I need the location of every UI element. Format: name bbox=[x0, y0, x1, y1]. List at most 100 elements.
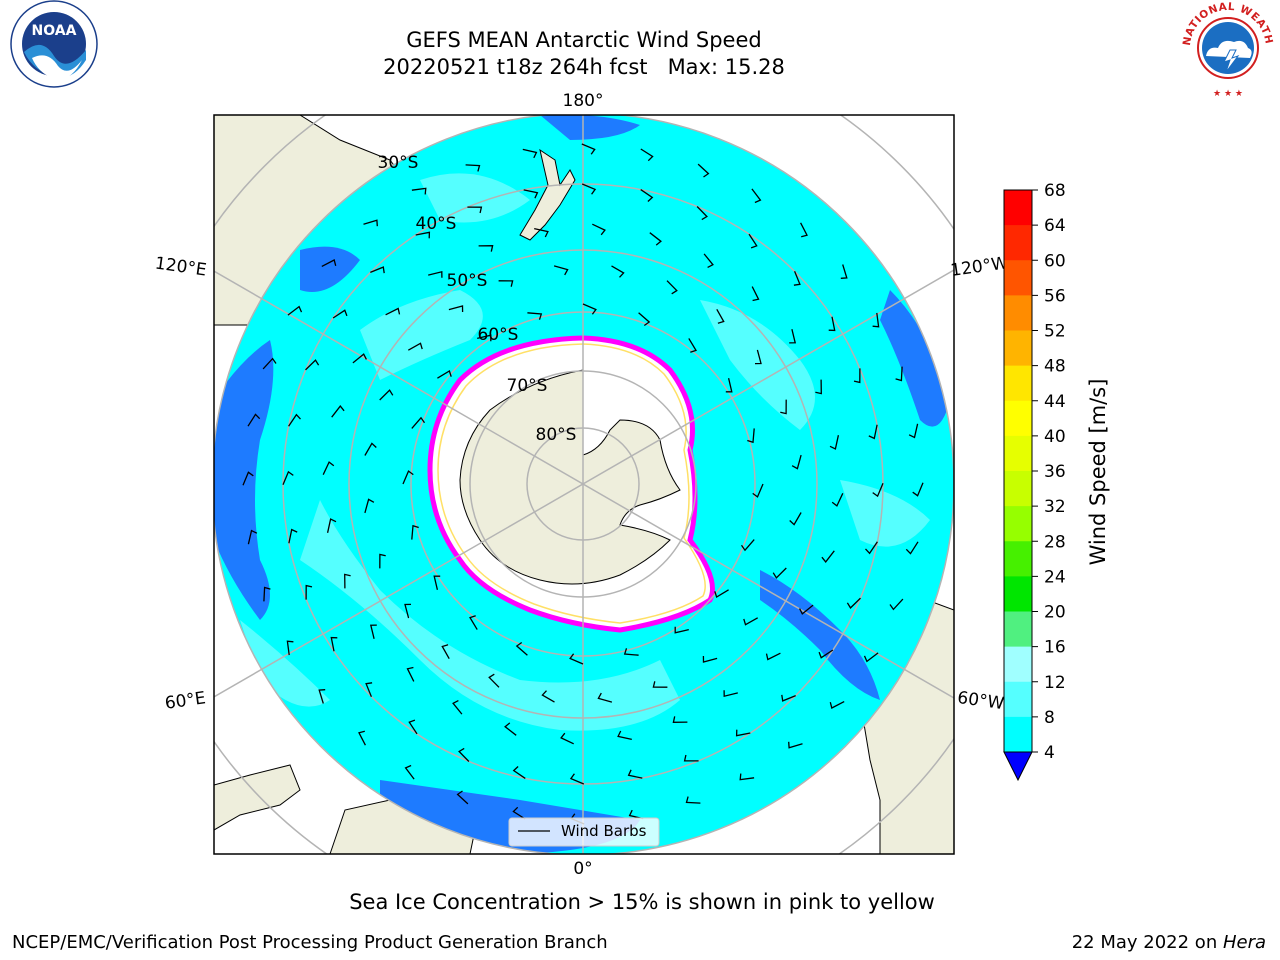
wind-barb bbox=[638, 312, 651, 327]
wind-barb bbox=[553, 265, 569, 276]
wind-barb bbox=[872, 312, 880, 328]
wind-barb bbox=[411, 416, 426, 429]
wind-barb bbox=[404, 764, 415, 780]
colorbar-segment bbox=[1004, 400, 1032, 437]
wind-barb bbox=[674, 626, 689, 634]
wind-barb bbox=[592, 223, 606, 236]
wind-barb bbox=[751, 286, 760, 302]
wind-barb bbox=[402, 470, 414, 485]
wind-barb bbox=[868, 424, 878, 440]
wind-barb bbox=[498, 280, 514, 287]
wind-barb bbox=[478, 245, 494, 252]
colorbar-segment bbox=[1004, 435, 1032, 472]
wind-barb bbox=[364, 442, 377, 456]
wind-barb bbox=[772, 567, 787, 579]
wind-barb bbox=[332, 309, 348, 319]
colorbar-segment bbox=[1004, 365, 1032, 402]
wind-barb bbox=[522, 148, 538, 159]
wind-barb bbox=[247, 529, 258, 545]
wind-barb bbox=[287, 305, 303, 316]
wind-barb bbox=[404, 603, 412, 619]
wind-barb bbox=[791, 454, 802, 470]
colorbar-label: Wind Speed [m/s] bbox=[1086, 379, 1110, 566]
svg-text:★ ★ ★: ★ ★ ★ bbox=[1213, 89, 1243, 99]
wind-barb bbox=[411, 187, 427, 195]
wind-barb bbox=[288, 528, 298, 544]
colorbar-tick-label: 68 bbox=[1044, 181, 1066, 201]
footer-date-text: 22 May 2022 on bbox=[1071, 932, 1223, 953]
wind-barb bbox=[829, 701, 845, 709]
legend-label: Wind Barbs bbox=[561, 822, 647, 840]
sea-ice-note: Sea Ice Concentration > 15% is shown in … bbox=[349, 890, 935, 914]
wind-barb bbox=[385, 307, 401, 316]
wind-barb bbox=[800, 222, 808, 238]
wind-barb bbox=[469, 615, 478, 630]
colorbar-tick-label: 36 bbox=[1044, 462, 1066, 482]
wind-barb bbox=[748, 233, 758, 249]
wind-barb bbox=[358, 730, 366, 746]
wind-barb bbox=[369, 624, 377, 639]
wind-barb bbox=[908, 423, 919, 439]
wind-barb bbox=[452, 700, 463, 715]
wind-barb bbox=[581, 143, 596, 155]
wind-barb bbox=[415, 231, 431, 239]
colorbar-extend bbox=[1003, 751, 1033, 782]
wind-barb bbox=[441, 644, 450, 660]
wind-barb bbox=[305, 359, 320, 371]
wind-barb bbox=[640, 148, 654, 162]
colorbar-segment bbox=[1004, 295, 1032, 331]
wind-barb bbox=[781, 694, 796, 702]
wind-barb bbox=[754, 349, 762, 365]
colorbar-tick-label: 44 bbox=[1044, 392, 1066, 412]
wind-barb bbox=[363, 219, 378, 227]
wind-barbs bbox=[242, 143, 924, 825]
wind-barb bbox=[853, 368, 861, 384]
wind-barb bbox=[370, 266, 385, 274]
footer-credit: NCEP/EMC/Verification Post Processing Pr… bbox=[12, 932, 608, 953]
wind-barb bbox=[364, 498, 375, 514]
wind-barb bbox=[821, 550, 835, 563]
colorbar-tick-label: 16 bbox=[1044, 638, 1066, 658]
wind-barb bbox=[344, 573, 351, 589]
wind-barb bbox=[889, 598, 904, 611]
colorbar-tick-label: 48 bbox=[1044, 357, 1066, 377]
chart-title: GEFS MEAN Antarctic Wind Speed bbox=[406, 28, 762, 52]
wind-barb bbox=[288, 413, 301, 427]
wind-barb bbox=[326, 518, 337, 533]
colorbar-tick-label: 12 bbox=[1044, 673, 1066, 693]
lon-label-120e: 120°E bbox=[154, 254, 208, 281]
wind-barb bbox=[448, 305, 464, 313]
lat-label-50s: 50°S bbox=[447, 271, 488, 291]
colorbar: 68 64 60 56 52 48 44 40 36 32 28 24 20 16 12 8 4 bbox=[1003, 181, 1066, 782]
wind-barb bbox=[789, 512, 802, 526]
footer-machine: Hera bbox=[1222, 932, 1266, 953]
wind-barb bbox=[262, 357, 277, 370]
wind-barb bbox=[865, 541, 878, 555]
colorbar-segment bbox=[1004, 330, 1032, 367]
wind-barb bbox=[318, 689, 326, 704]
wind-barb bbox=[723, 690, 738, 698]
wind-barb bbox=[627, 769, 643, 779]
wind-barb bbox=[365, 682, 373, 697]
lat-label-40s: 40°S bbox=[416, 214, 457, 234]
wind-barb bbox=[527, 312, 543, 320]
colorbar-tick-label: 32 bbox=[1044, 497, 1066, 517]
wind-barb bbox=[863, 652, 879, 663]
wind-barb bbox=[379, 553, 386, 569]
wind-barb bbox=[818, 649, 834, 659]
wind-barb bbox=[263, 586, 271, 602]
nws-logo: NATIONAL WEATHER SERVICE ★ ★ ★ bbox=[1178, 0, 1274, 99]
wind-barb bbox=[286, 640, 294, 656]
wind-barb bbox=[740, 539, 755, 552]
colorbar-segment bbox=[1004, 646, 1032, 683]
wind-barb bbox=[752, 483, 764, 498]
wind-barb bbox=[725, 378, 733, 393]
wind-barb bbox=[407, 342, 423, 351]
wind-barb bbox=[828, 316, 836, 332]
wind-barb bbox=[702, 655, 718, 663]
wind-barb bbox=[666, 280, 678, 295]
map-frame bbox=[213, 114, 955, 855]
wind-barb bbox=[912, 482, 924, 497]
lat-label-80s: 80°S bbox=[536, 425, 577, 445]
wind-barb bbox=[780, 399, 787, 415]
